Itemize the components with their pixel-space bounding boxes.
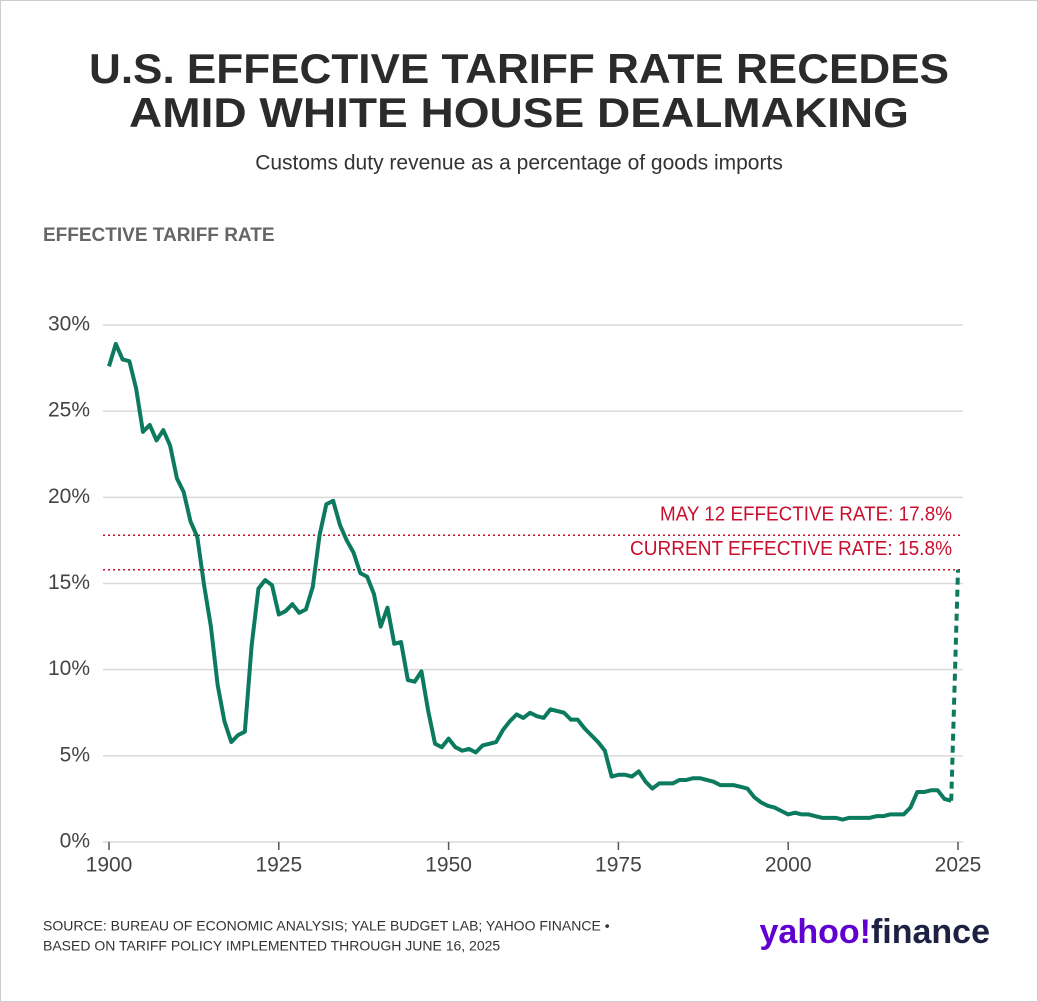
- x-tick-label: 2025: [935, 854, 982, 877]
- y-tick-label: 15%: [48, 571, 90, 594]
- reference-label: CURRENT EFFECTIVE RATE: 15.8%: [630, 538, 952, 560]
- source: BASED ON TARIFF POLICY IMPLEMENTED THROU…: [43, 938, 500, 954]
- reference-label: MAY 12 EFFECTIVE RATE: 17.8%: [660, 504, 952, 526]
- x-tick-label: 1925: [255, 854, 302, 877]
- x-tick-label: 1950: [425, 854, 472, 877]
- x-tick-label: 2000: [765, 854, 812, 877]
- chart-title: AMID WHITE HOUSE DEALMAKING: [129, 89, 909, 136]
- y-tick-label: 5%: [60, 743, 90, 766]
- y-tick-label: 0%: [60, 830, 90, 853]
- y-tick-label: 25%: [48, 399, 90, 422]
- chart-title: U.S. EFFECTIVE TARIFF RATE RECEDES: [89, 45, 949, 92]
- y-tick-label: 30%: [48, 313, 90, 336]
- subtitle: Customs duty revenue as a percentage of …: [255, 152, 783, 175]
- x-tick-label: 1975: [595, 854, 642, 877]
- y-tick-label: 20%: [48, 485, 90, 508]
- logo-primary: yahoo!: [760, 913, 871, 951]
- logo-secondary: finance: [871, 913, 990, 951]
- logo: yahoo!finance: [760, 913, 991, 951]
- x-tick-label: 1900: [86, 854, 133, 877]
- y-axis-label: EFFECTIVE TARIFF RATE: [43, 225, 275, 246]
- source: SOURCE: BUREAU OF ECONOMIC ANALYSIS; YAL…: [43, 918, 610, 934]
- data-line: [107, 341, 952, 822]
- y-tick-label: 10%: [48, 657, 90, 680]
- data-line: [949, 569, 960, 801]
